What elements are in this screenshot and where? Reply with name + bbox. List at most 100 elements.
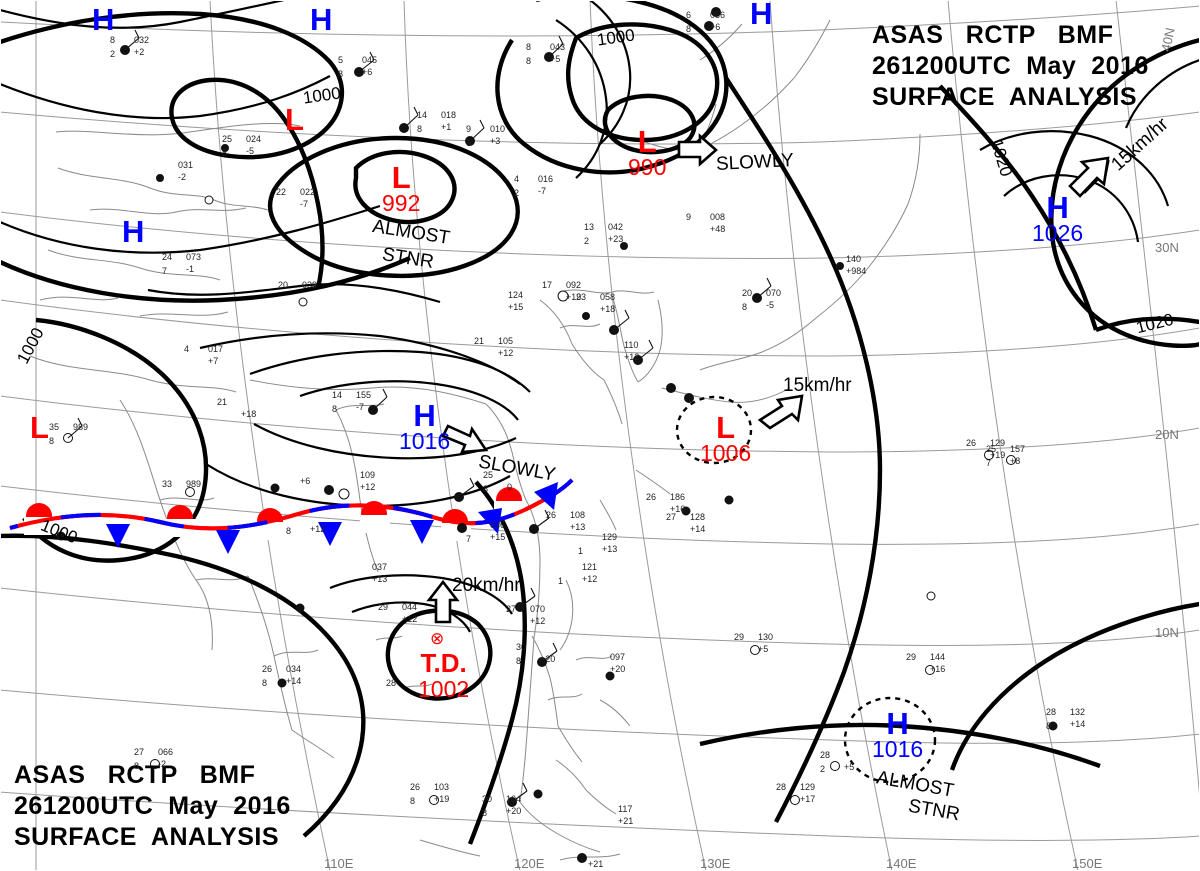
station-pressure: 186	[670, 492, 686, 502]
motion-arrow-h1026	[1068, 156, 1110, 198]
station-pressure: 989	[73, 422, 89, 432]
latitude-label: 30N	[1155, 240, 1179, 255]
station-temperature: 20	[742, 288, 753, 298]
station-pressure: 043	[550, 42, 566, 52]
station-dewpoint: 1	[558, 576, 564, 586]
station-pressure-tendency: +6	[362, 67, 373, 77]
motion-arrow-td	[426, 579, 460, 624]
pressure-center-high[interactable]: H 1016	[399, 400, 450, 453]
title-line-2: 261200UTC May 2016	[14, 792, 291, 820]
station-pressure: 157	[1010, 444, 1026, 454]
stationary-front	[9, 478, 574, 554]
station-dewpoint: 8	[286, 526, 292, 536]
station-temperature: 8	[526, 42, 532, 52]
station-pressure: 121	[582, 562, 598, 572]
station-pressure-tendency: +19	[990, 450, 1006, 460]
station-temperature: 26	[546, 510, 557, 520]
pressure-center-low[interactable]: L 990	[628, 126, 666, 179]
station-pressure: 044	[402, 602, 418, 612]
station-dewpoint: 7	[986, 458, 992, 468]
pressure-center-low[interactable]: L	[30, 412, 49, 443]
station-pressure: 117	[618, 804, 633, 814]
title-line-1: ASAS RCTP BMF	[14, 761, 256, 789]
high-pressure-value: 1026	[1032, 220, 1084, 246]
station-pressure-tendency: +14	[690, 524, 706, 534]
pressure-center-low[interactable]: L 1006	[700, 412, 751, 465]
station-dewpoint: 8	[526, 56, 532, 66]
tropical-depression-pressure: 1002	[418, 676, 470, 702]
low-pressure-value: 1006	[700, 440, 752, 466]
station-temperature: 5	[338, 55, 344, 65]
station-pressure-tendency: +19	[434, 794, 450, 804]
pressure-center-high[interactable]: H 1016	[872, 708, 923, 761]
low-pressure-value: 992	[382, 190, 421, 216]
pressure-center-high[interactable]: H	[750, 0, 772, 29]
low-symbol: L	[716, 410, 736, 445]
longitude-label: 140E	[886, 856, 917, 871]
motion-label-slowly: SLOWLY	[715, 149, 795, 176]
pressure-center-low[interactable]: L	[285, 104, 304, 135]
title-block-bottom-left: ASAS RCTP BMF 261200UTC May 2016 SURFACE…	[14, 760, 291, 853]
station-pressure-tendency: +12	[498, 348, 514, 358]
station-pressure: 132	[1070, 707, 1086, 717]
station-dewpoint: 2	[584, 236, 590, 246]
title-line-1: ASAS RCTP BMF	[872, 21, 1114, 49]
station-temperature: 27	[666, 512, 677, 522]
station-pressure-tendency: +12	[402, 614, 418, 624]
title-block-top-right: ASAS RCTP BMF 261200UTC May 2016 SURFACE…	[872, 20, 1149, 113]
pressure-center-high[interactable]: H	[122, 216, 144, 247]
station-temperature: 14	[417, 110, 428, 120]
station-pressure: 016	[538, 174, 554, 184]
station-pressure-tendency: +6	[300, 476, 311, 486]
pressure-center-low[interactable]: L 992	[382, 162, 420, 215]
title-line-2: 261200UTC May 2016	[872, 52, 1149, 80]
high-symbol: H	[886, 706, 909, 741]
station-temperature: 21	[217, 397, 228, 407]
station-temperature: 26	[262, 664, 273, 674]
latitude-label: 20N	[1155, 427, 1179, 442]
station-temperature: 26	[646, 492, 657, 502]
station-pressure-tendency: +16	[930, 664, 946, 674]
station-dewpoint: 8	[742, 302, 748, 312]
station-pressure-tendency: +12	[624, 352, 640, 362]
station-pressure-tendency: +15	[490, 532, 506, 542]
station-pressure-tendency: +5	[550, 54, 561, 64]
pressure-center-high[interactable]: H 1026	[1032, 192, 1083, 245]
station-pressure: 109	[360, 470, 376, 480]
station-temperature: 14	[332, 390, 343, 400]
station-pressure-tendency: +6	[710, 22, 721, 32]
motion-arrow-l1006	[757, 394, 804, 430]
pressure-center-tropical-depression[interactable]: T.D. 1002	[418, 648, 469, 701]
station-pressure: 104	[506, 794, 522, 804]
station-temperature: 13	[584, 222, 595, 232]
station-temperature: 23	[576, 292, 587, 302]
station-pressure-tendency: +12	[530, 616, 546, 626]
station-pressure: 017	[208, 344, 224, 354]
longitude-label: 130E	[700, 856, 731, 871]
station-dewpoint: 8	[516, 656, 522, 666]
station-pressure: 018	[441, 110, 457, 120]
station-temperature: 33	[162, 479, 173, 489]
station-pressure: 097	[610, 652, 626, 662]
motion-arrow-h1016-china	[441, 424, 489, 454]
station-temperature: 4	[184, 344, 190, 354]
station-pressure-tendency: +18	[241, 409, 257, 419]
station-pressure: 128	[690, 512, 706, 522]
high-symbol: H	[92, 2, 115, 37]
station-pressure-tendency: +12	[582, 574, 598, 584]
station-pressure-tendency: +48	[710, 224, 726, 234]
station-temperature: 28	[1046, 707, 1057, 717]
tropical-depression-icon: ⊗	[430, 629, 445, 648]
station-pressure: 034	[286, 664, 302, 674]
station-pressure: 042	[608, 222, 624, 232]
motion-arrow-l990	[677, 133, 718, 167]
station-dewpoint: 8	[410, 796, 416, 806]
pressure-center-high[interactable]: H	[92, 4, 114, 35]
station-pressure-tendency: +8	[1010, 456, 1021, 466]
station-temperature: 28	[820, 750, 831, 760]
tropical-depression-label: T.D.	[420, 648, 467, 678]
station-pressure: 105	[498, 336, 514, 346]
station-dewpoint: 8	[134, 761, 140, 771]
pressure-center-high[interactable]: H	[310, 4, 332, 35]
